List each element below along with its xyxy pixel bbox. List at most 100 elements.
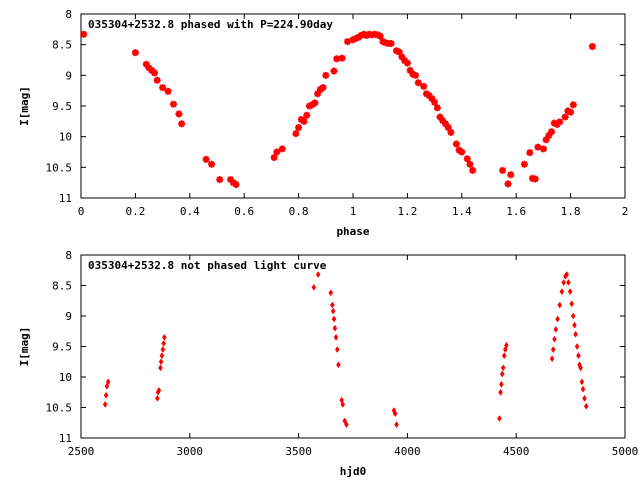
data-point: [561, 278, 566, 286]
data-point: [564, 271, 569, 278]
x-tick-label: 3000: [177, 445, 204, 458]
data-point: [556, 118, 564, 126]
data-point: [520, 160, 528, 168]
data-point: [278, 145, 286, 153]
x-tick-label: 1.4: [452, 205, 472, 218]
data-point: [311, 283, 317, 291]
data-point: [335, 346, 340, 354]
data-point: [161, 339, 166, 347]
data-point: [570, 312, 576, 320]
data-point: [561, 113, 569, 121]
data-point: [103, 391, 109, 399]
data-point: [156, 386, 162, 394]
data-point: [360, 30, 368, 38]
data-series: [102, 271, 589, 429]
data-point: [441, 120, 449, 128]
data-point: [499, 370, 505, 378]
data-point: [305, 102, 313, 110]
data-point: [311, 99, 319, 107]
x-axis-label: phase: [336, 225, 369, 238]
data-point: [175, 110, 183, 118]
x-axis-label: hjd0: [340, 465, 367, 478]
data-point: [569, 300, 574, 308]
data-point: [499, 380, 504, 388]
data-point: [158, 364, 163, 372]
data-point: [357, 31, 365, 39]
x-tick-label: 3500: [285, 445, 312, 458]
data-point: [420, 82, 428, 90]
data-point: [588, 43, 596, 51]
data-point: [80, 30, 88, 38]
y-tick-label: 11: [59, 192, 72, 205]
data-point: [322, 71, 330, 79]
x-tick-label: 1: [350, 205, 357, 218]
data-point: [559, 288, 565, 296]
data-point: [564, 107, 572, 115]
data-point: [406, 66, 414, 74]
data-point: [539, 145, 547, 153]
data-point: [576, 352, 581, 360]
data-point: [395, 48, 403, 56]
data-point: [501, 352, 507, 360]
data-point: [566, 278, 571, 286]
y-tick-label: 11: [59, 432, 72, 445]
data-point: [497, 415, 502, 422]
y-tick-label: 8: [65, 8, 72, 21]
data-point: [469, 166, 477, 174]
data-point: [463, 155, 471, 163]
data-point: [403, 59, 411, 67]
data-point: [344, 38, 352, 46]
data-point: [232, 181, 240, 189]
data-point: [433, 104, 441, 112]
y-axis-label: I[mag]: [18, 327, 31, 367]
y-tick-label: 8.5: [52, 280, 72, 293]
data-point: [553, 325, 559, 333]
data-point: [208, 160, 216, 168]
data-point: [338, 54, 346, 62]
data-point: [553, 120, 561, 128]
data-point: [428, 95, 436, 103]
x-tick-label: 2: [622, 205, 629, 218]
data-point: [439, 117, 447, 125]
x-tick-label: 1.6: [506, 205, 526, 218]
data-point: [328, 289, 334, 297]
y-tick-label: 9.5: [52, 341, 72, 354]
data-point: [148, 66, 156, 74]
data-point: [336, 361, 341, 369]
x-tick-label: 5000: [612, 445, 639, 458]
data-point: [580, 385, 586, 393]
y-tick-label: 8: [65, 249, 72, 262]
data-point: [387, 39, 395, 47]
phased-panel: 0 0.2 0.4 0.6 0.8 1 1.2 1.4 1.6 1.8 2 8 8.5 9 9.5 10 10.…: [18, 8, 628, 238]
data-point: [314, 90, 322, 98]
y-axis-label: I[mag]: [18, 86, 31, 126]
data-point: [333, 55, 341, 63]
data-point: [330, 307, 336, 315]
data-point: [447, 128, 455, 136]
x-tick-label: 0.4: [180, 205, 200, 218]
data-point: [458, 148, 466, 156]
data-point: [549, 355, 555, 363]
unphased-panel: 2500 3000 3500 4000 4500 5000 8 8.5 9 9.5 10 10.5 11…: [18, 249, 638, 478]
data-point: [545, 131, 553, 139]
y-tick-label: 9.5: [52, 100, 72, 113]
data-point: [431, 98, 439, 106]
data-point: [300, 117, 308, 125]
data-point: [315, 271, 321, 278]
data-point: [105, 378, 111, 386]
data-point: [270, 154, 278, 162]
data-point: [330, 67, 338, 75]
data-point: [548, 128, 556, 136]
data-point: [392, 410, 398, 418]
y-tick-label: 10.5: [46, 161, 73, 174]
data-point: [572, 321, 577, 329]
data-point: [102, 400, 108, 408]
data-point: [202, 155, 210, 163]
data-point: [349, 36, 357, 44]
data-point: [569, 101, 577, 109]
data-point: [379, 38, 387, 46]
data-point: [542, 136, 550, 144]
data-point: [155, 394, 160, 402]
data-point: [500, 364, 506, 372]
